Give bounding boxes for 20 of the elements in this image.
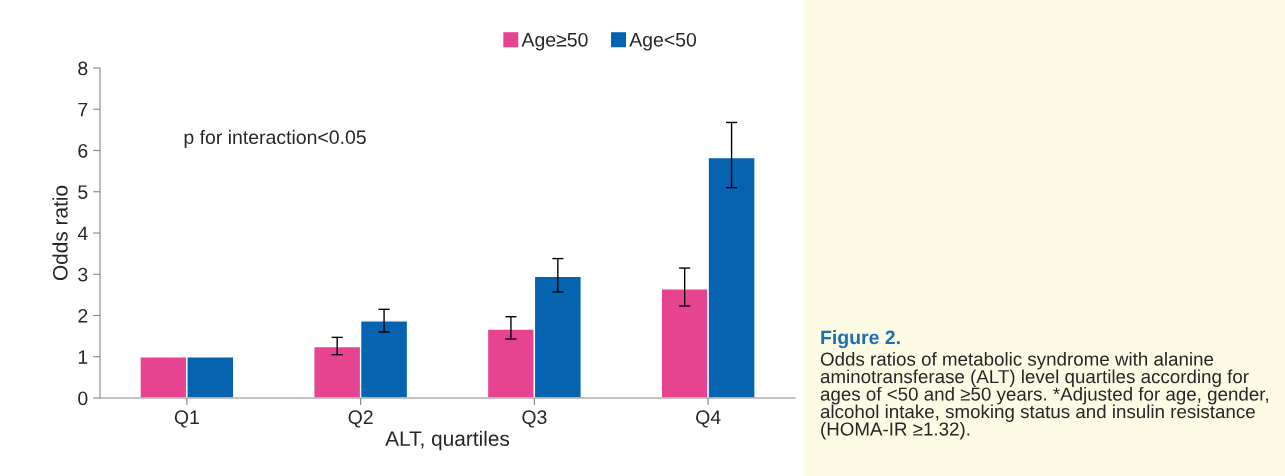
x-tick-label: Q4 (696, 410, 721, 428)
y-tick-label: 1 (78, 350, 88, 364)
y-tick-label: 5 (78, 185, 88, 199)
text: Odds ratios of metabolic syndrome with alanine aminotransferase (ALT) level quartiles according for ages of <50 and ≥50 years. *Adjusted for age, gender, alcohol intake, smoking status and insulin resistance (HOMA-IR ≥1.32). (820, 352, 1268, 440)
x-tick-label: Q1 (174, 410, 199, 428)
x-tick-label: Q3 (522, 410, 547, 428)
y-tick-label: 3 (78, 267, 88, 282)
caption: Figure 2. (821, 330, 900, 349)
y-tick-label: 7 (78, 102, 88, 117)
y-tick-label: 4 (77, 226, 88, 241)
legend-label: Age<50 (629, 32, 697, 51)
y-tick-label: 2 (78, 308, 88, 323)
x-axis-title: ALT, quartiles (385, 430, 510, 451)
legend-label: Age≥50 (521, 32, 588, 51)
x-tick-label: Q2 (348, 410, 373, 428)
y-tick-label: 0 (78, 391, 88, 406)
annotation: p for interaction<0.05 (184, 129, 366, 148)
y-tick-label: 8 (78, 61, 88, 76)
y-axis-title: Odds ratio (52, 185, 68, 281)
y-tick-label: 6 (78, 143, 88, 158)
